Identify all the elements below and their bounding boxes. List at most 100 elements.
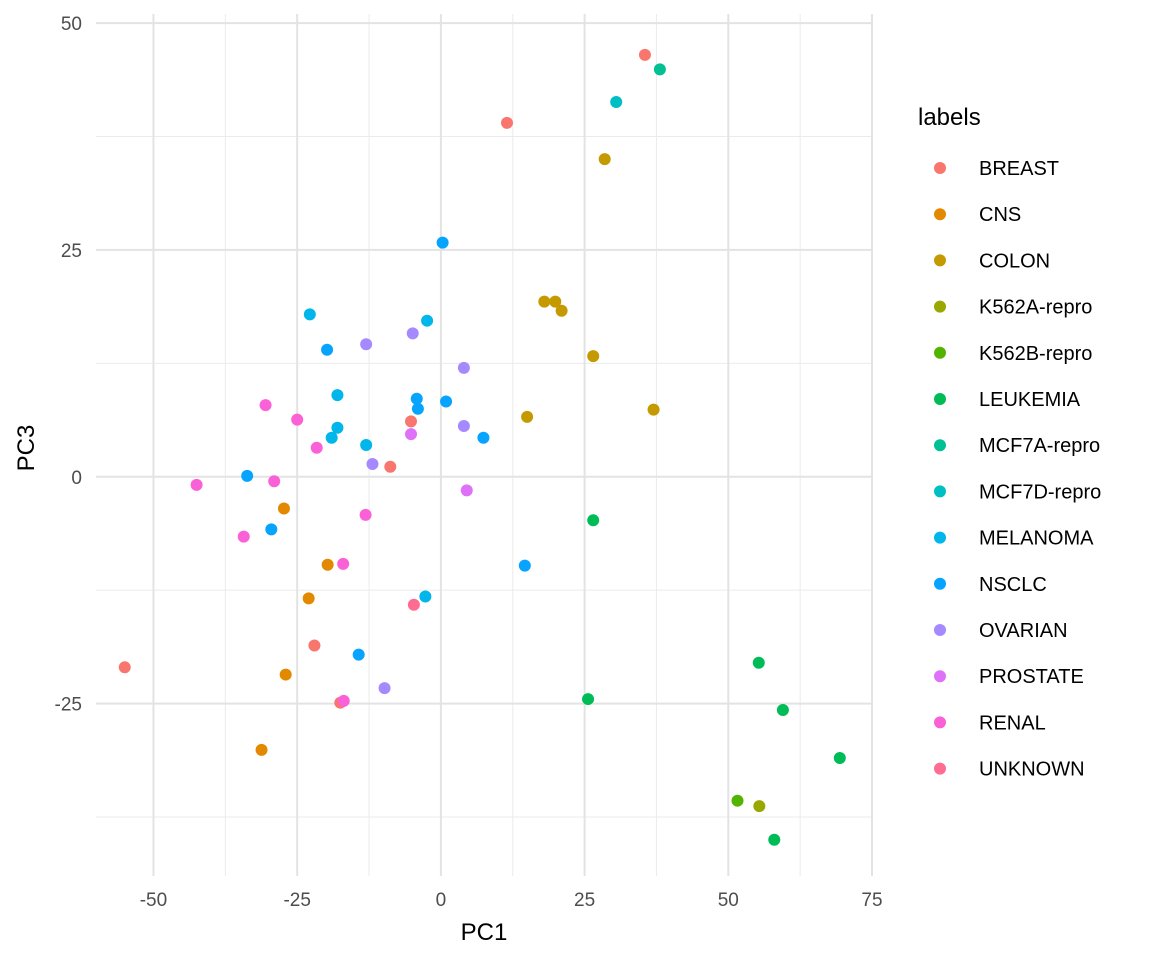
legend-item-leukemia: LEUKEMIA (934, 389, 1081, 411)
point-breast (308, 639, 321, 652)
legend-key-breast (934, 162, 946, 174)
legend-label-prostate: PROSTATE (979, 666, 1084, 688)
legend-key-nsclc (934, 577, 946, 590)
point-nsclc (477, 431, 490, 444)
point-melanoma (331, 421, 344, 434)
x-axis-title: PC1 (461, 919, 508, 946)
x-tick-label: 25 (574, 890, 595, 911)
point-ovarian (406, 327, 419, 340)
point-nsclc (321, 343, 334, 356)
legend-key-k562b-repro (934, 346, 946, 359)
point-nsclc (410, 392, 423, 405)
point-unknown (407, 598, 420, 611)
legend-label-melanoma: MELANOMA (979, 528, 1094, 550)
legend-item-renal: RENAL (934, 712, 1046, 734)
point-renal (337, 557, 350, 570)
point-cns (279, 668, 292, 681)
point-k562b-repro (731, 794, 744, 807)
point-renal (359, 508, 372, 521)
minor-gridlines (96, 14, 872, 876)
point-breast (404, 415, 417, 428)
legend-key-mcf7a-repro (934, 439, 946, 452)
legend-label-mcf7d-repro: MCF7D-repro (979, 481, 1101, 503)
point-ovarian (457, 419, 470, 432)
legend-item-melanoma: MELANOMA (934, 528, 1094, 550)
legend-key-renal (934, 716, 946, 729)
legend: labels BREAST CNS COLON K562A-repro K562B-re… (918, 104, 1101, 781)
legend-label-breast: BREAST (979, 158, 1059, 180)
point-nsclc (440, 395, 453, 408)
point-leukemia (776, 703, 789, 716)
point-colon (549, 295, 562, 308)
point-ovarian (378, 682, 391, 695)
point-renal (291, 413, 304, 426)
data-points (118, 48, 846, 846)
point-leukemia (582, 693, 595, 706)
point-melanoma (421, 314, 434, 327)
point-cns (277, 502, 290, 515)
point-nsclc (352, 648, 365, 661)
legend-key-prostate (934, 670, 946, 683)
y-tick-label: 25 (61, 241, 82, 262)
legend-label-ovarian: OVARIAN (979, 620, 1068, 642)
point-nsclc (436, 236, 449, 249)
point-leukemia (833, 752, 846, 765)
legend-label-leukemia: LEUKEMIA (979, 389, 1081, 411)
point-colon (521, 410, 534, 423)
point-breast (638, 48, 651, 61)
legend-label-renal: RENAL (979, 712, 1046, 734)
legend-item-breast: BREAST (934, 158, 1059, 180)
point-cns (255, 743, 268, 756)
legend-title: labels (918, 104, 981, 131)
legend-key-unknown (934, 762, 946, 775)
legend-key-mcf7d-repro (934, 485, 946, 498)
point-ovarian (360, 338, 373, 351)
legend-items: BREAST CNS COLON K562A-repro K562B-repro LEUK… (934, 158, 1101, 781)
point-leukemia (768, 833, 781, 846)
legend-label-k562a-repro: K562A-repro (979, 297, 1092, 319)
point-leukemia (752, 656, 765, 669)
legend-label-nsclc: NSCLC (979, 574, 1047, 596)
x-tick-label: -50 (140, 890, 167, 911)
point-ovarian (457, 361, 470, 374)
point-ovarian (366, 458, 379, 471)
legend-key-ovarian (934, 624, 946, 636)
point-mcf7d-repro (610, 96, 623, 109)
x-tick-label: 50 (718, 890, 739, 911)
legend-key-k562a-repro (934, 300, 946, 313)
legend-item-mcf7a-repro: MCF7A-repro (934, 435, 1100, 457)
point-colon (598, 153, 611, 166)
point-melanoma (331, 389, 344, 402)
legend-key-leukemia (934, 393, 946, 405)
legend-item-mcf7d-repro: MCF7D-repro (934, 481, 1101, 503)
legend-key-melanoma (934, 531, 946, 544)
point-melanoma (360, 439, 373, 451)
legend-item-nsclc: NSCLC (934, 574, 1047, 596)
legend-item-ovarian: OVARIAN (934, 620, 1068, 642)
y-tick-label: 0 (71, 468, 82, 489)
legend-label-colon: COLON (979, 250, 1050, 272)
point-renal (268, 475, 281, 488)
point-nsclc (411, 402, 424, 415)
point-colon (587, 350, 600, 363)
legend-label-cns: CNS (979, 204, 1021, 226)
legend-item-prostate: PROSTATE (934, 666, 1084, 688)
legend-item-k562a-repro: K562A-repro (934, 297, 1092, 319)
y-axis-ticks: -25 0 25 50 (55, 14, 82, 716)
point-mcf7a-repro (653, 63, 666, 76)
point-colon (555, 304, 568, 317)
point-melanoma (325, 431, 338, 444)
point-breast (500, 116, 513, 129)
x-tick-label: -25 (283, 890, 310, 911)
point-cns (302, 592, 315, 605)
y-tick-label: 50 (61, 14, 82, 35)
x-tick-label: 0 (436, 890, 447, 911)
point-nsclc (518, 559, 531, 572)
legend-item-unknown: UNKNOWN (934, 759, 1085, 781)
point-colon (538, 295, 551, 308)
major-gridlines (96, 14, 873, 876)
point-prostate (404, 428, 417, 441)
point-k562a-repro (753, 800, 766, 813)
legend-label-k562b-repro: K562B-repro (979, 343, 1092, 365)
